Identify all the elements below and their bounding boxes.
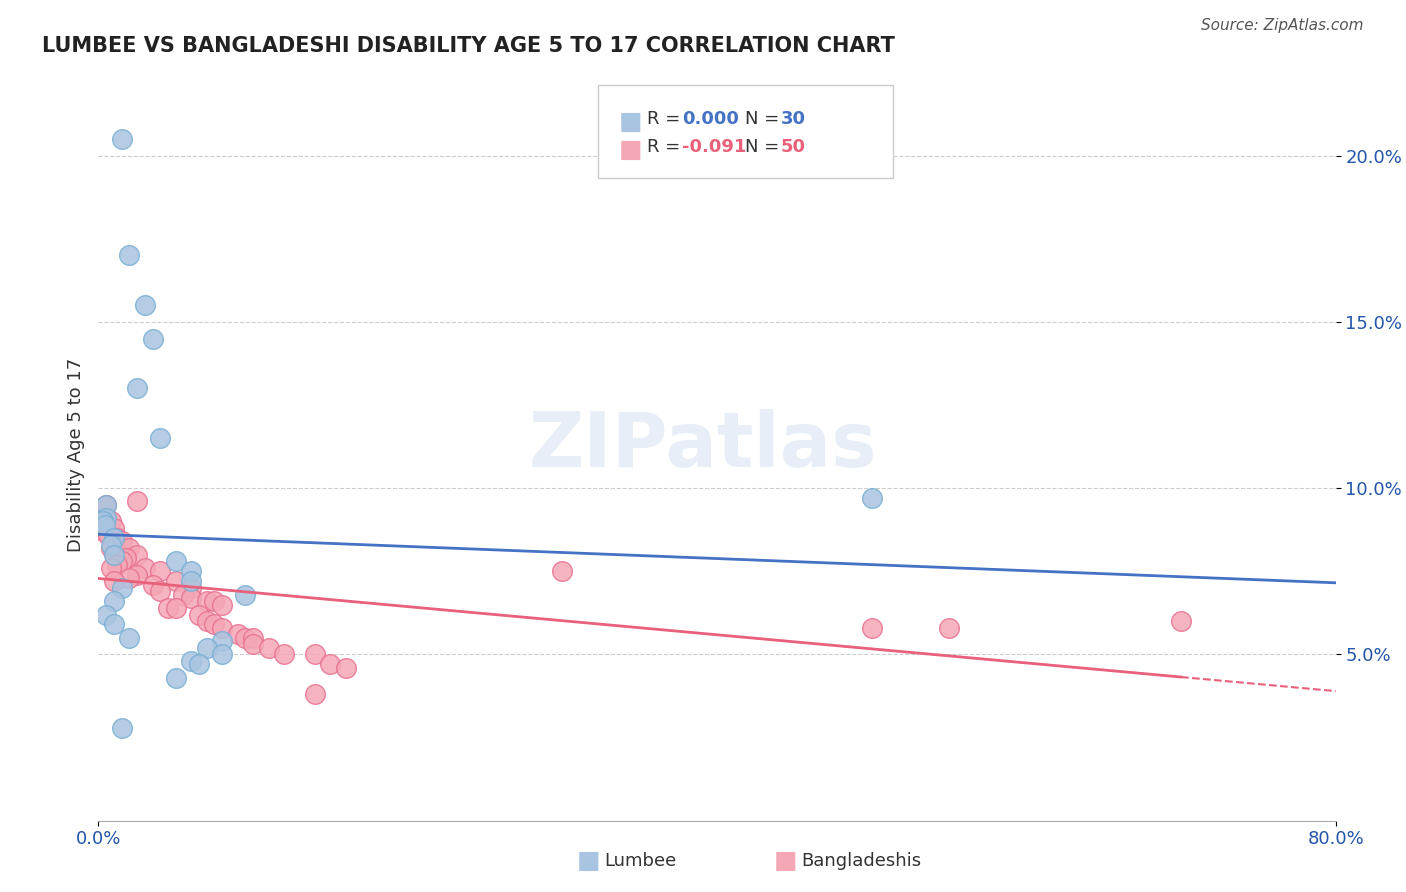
Point: [204, 594, 226, 608]
Point: [100, 515, 122, 529]
Point: [105, 531, 128, 545]
Point: [118, 541, 141, 555]
Point: [938, 621, 960, 635]
Point: [149, 431, 172, 445]
Point: [97, 527, 120, 541]
Point: [204, 617, 226, 632]
Point: [111, 721, 132, 735]
Point: [103, 574, 125, 589]
Point: [165, 554, 187, 568]
Point: [127, 494, 149, 508]
Point: [91, 524, 114, 539]
Text: ■: ■: [576, 849, 600, 872]
Point: [188, 657, 211, 672]
Point: [195, 614, 218, 628]
Y-axis label: Disability Age 5 to 17: Disability Age 5 to 17: [66, 358, 84, 552]
Point: [118, 631, 141, 645]
Point: [111, 534, 132, 549]
Point: [141, 577, 165, 591]
Point: [134, 561, 156, 575]
Point: [91, 515, 114, 529]
Point: [860, 491, 883, 505]
Point: [304, 648, 326, 662]
Point: [211, 634, 233, 648]
Point: [149, 564, 172, 578]
Point: [180, 581, 202, 595]
Text: ■: ■: [773, 849, 797, 872]
Text: N =: N =: [745, 138, 785, 156]
Point: [1170, 614, 1192, 628]
Point: [96, 511, 118, 525]
Point: [273, 648, 295, 662]
Point: [157, 600, 180, 615]
Text: ■: ■: [619, 138, 643, 162]
Point: [165, 574, 187, 589]
Point: [335, 661, 357, 675]
Point: [100, 561, 122, 575]
Point: [105, 558, 128, 572]
Point: [127, 548, 149, 562]
Point: [211, 598, 233, 612]
Point: [195, 594, 218, 608]
Point: [103, 538, 125, 552]
Point: [127, 381, 149, 395]
Text: R =: R =: [647, 110, 686, 128]
Point: [233, 631, 257, 645]
Point: [103, 531, 125, 545]
Point: [149, 584, 172, 599]
Text: R =: R =: [647, 138, 686, 156]
Point: [96, 607, 118, 622]
Point: [195, 640, 218, 655]
Point: [100, 541, 122, 555]
Point: [115, 551, 138, 566]
Point: [172, 588, 194, 602]
Text: LUMBEE VS BANGLADESHI DISABILITY AGE 5 TO 17 CORRELATION CHART: LUMBEE VS BANGLADESHI DISABILITY AGE 5 T…: [42, 36, 896, 55]
Point: [180, 564, 202, 578]
Point: [111, 132, 132, 146]
Text: Source: ZipAtlas.com: Source: ZipAtlas.com: [1201, 18, 1364, 33]
Point: [165, 671, 187, 685]
Point: [103, 594, 125, 608]
Point: [96, 498, 118, 512]
Point: [180, 574, 202, 589]
Point: [118, 571, 141, 585]
Point: [257, 640, 280, 655]
Point: [211, 621, 233, 635]
Point: [188, 607, 211, 622]
Text: N =: N =: [745, 110, 785, 128]
Text: Lumbee: Lumbee: [605, 852, 676, 870]
Point: [304, 687, 326, 701]
Point: [141, 332, 165, 346]
Point: [100, 538, 122, 552]
Point: [180, 591, 202, 605]
Point: [111, 554, 132, 568]
Point: [127, 567, 149, 582]
Text: ZIPatlas: ZIPatlas: [529, 409, 877, 483]
Point: [93, 517, 115, 532]
Point: [134, 298, 156, 312]
Text: Bangladeshis: Bangladeshis: [801, 852, 921, 870]
Point: [242, 631, 264, 645]
Text: 0.000: 0.000: [682, 110, 738, 128]
Point: [226, 627, 249, 641]
Point: [103, 548, 125, 562]
Text: 30: 30: [780, 110, 806, 128]
Point: [180, 654, 202, 668]
Point: [118, 248, 141, 262]
Point: [96, 498, 118, 512]
Point: [242, 637, 264, 651]
Point: [111, 581, 132, 595]
Point: [165, 600, 187, 615]
Point: [103, 617, 125, 632]
Text: -0.091: -0.091: [682, 138, 747, 156]
Point: [319, 657, 342, 672]
Point: [211, 648, 233, 662]
Text: ■: ■: [619, 110, 643, 134]
Point: [103, 521, 125, 535]
Text: 50: 50: [780, 138, 806, 156]
Point: [860, 621, 883, 635]
Point: [233, 588, 257, 602]
Point: [551, 564, 574, 578]
